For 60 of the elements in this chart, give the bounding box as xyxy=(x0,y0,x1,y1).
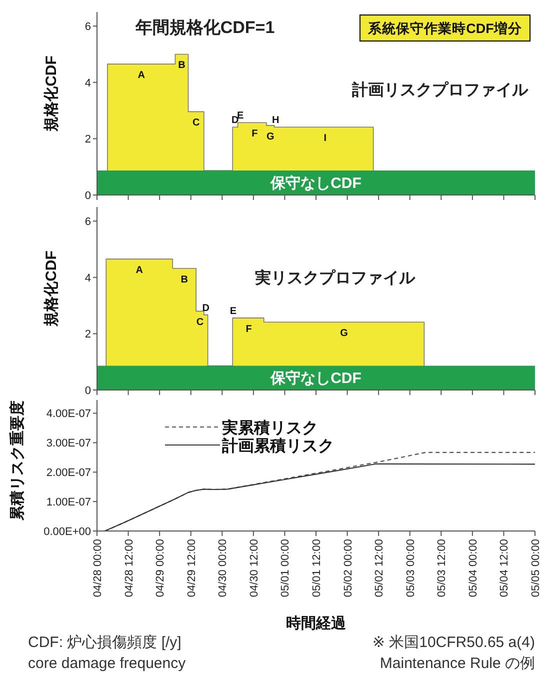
legend-label: 計画累積リスク xyxy=(221,437,334,455)
data-label: C xyxy=(192,118,200,129)
x-tick-label: 04/29 12:00 xyxy=(186,539,198,598)
y-tick-label: 4.00E-07 xyxy=(46,408,91,420)
x-tick-label: 04/30 12:00 xyxy=(248,539,260,598)
data-label: D xyxy=(202,302,210,314)
text: core damage frequency xyxy=(28,655,186,672)
chart-title: 年間規格化CDF=1 xyxy=(134,18,275,37)
x-tick-label: 05/02 12:00 xyxy=(374,539,386,598)
text: Maintenance Rule の例 xyxy=(380,655,535,672)
data-label: F xyxy=(246,324,252,335)
data-label: B xyxy=(178,60,186,72)
data-label: A xyxy=(138,70,145,82)
y-tick-label: 6 xyxy=(84,21,91,34)
y-axis-title: 規格化CDF xyxy=(43,56,60,132)
x-tick-label: 05/04 12:00 xyxy=(498,539,511,598)
data-label: A xyxy=(136,265,143,276)
data-label: E xyxy=(237,110,244,122)
y-axis-title: 累積リスク重要度 xyxy=(8,400,26,522)
y-tick-label: 2 xyxy=(84,328,91,341)
x-tick-label: 05/05 00:00 xyxy=(530,539,542,598)
text: 実リスクプロファイル xyxy=(254,268,416,287)
data-label: F xyxy=(252,128,258,140)
data-label: I xyxy=(324,133,327,144)
x-tick-label: 05/01 00:00 xyxy=(280,539,292,598)
y-tick-label: 4 xyxy=(84,77,91,90)
data-label: E xyxy=(230,306,237,317)
series-label: 保守なしCDF xyxy=(270,368,362,387)
y-tick-label: 2 xyxy=(84,134,91,146)
y-tick-label: 4 xyxy=(84,272,91,284)
x-tick-label: 05/02 00:00 xyxy=(342,539,354,598)
x-tick-label: 05/01 12:00 xyxy=(311,539,323,598)
x-tick-label: 05/03 12:00 xyxy=(436,539,448,598)
y-tick-label: 0.00E+00 xyxy=(44,526,91,538)
y-tick-label: 3.00E-07 xyxy=(46,438,91,450)
text: 計画リスクプロファイル xyxy=(351,81,529,99)
data-label: G xyxy=(266,131,274,142)
x-tick-label: 05/04 00:00 xyxy=(467,539,480,598)
x-axis-title: 時間経過 xyxy=(286,615,347,632)
x-tick-label: 04/28 00:00 xyxy=(92,539,104,598)
text: ※ 米国10CFR50.65 a(4) xyxy=(372,634,535,651)
series-label: 保守なしCDF xyxy=(270,174,362,192)
data-label: C xyxy=(196,317,204,328)
legend-label: 実累積リスク xyxy=(221,418,318,437)
y-tick-label: 2.00E-07 xyxy=(46,467,91,480)
y-tick-label: 1.00E-07 xyxy=(46,496,91,509)
x-tick-label: 04/28 12:00 xyxy=(123,539,136,598)
data-label: H xyxy=(272,115,280,126)
y-tick-label: 6 xyxy=(84,216,91,228)
data-label: D xyxy=(232,115,239,126)
x-tick-label: 04/30 00:00 xyxy=(217,539,230,598)
y-tick-label: 0 xyxy=(84,385,91,397)
legend: 系統保守作業時CDF増分 xyxy=(359,14,531,42)
y-axis-title: 規格化CDF xyxy=(43,250,60,328)
x-tick-label: 05/03 00:00 xyxy=(404,539,417,598)
data-label: G xyxy=(340,328,348,340)
y-tick-label: 0 xyxy=(84,190,91,202)
x-tick-label: 04/29 00:00 xyxy=(154,539,167,598)
data-label: B xyxy=(180,274,188,286)
text: CDF: 炉心損傷頻度 [/y] xyxy=(28,634,182,651)
